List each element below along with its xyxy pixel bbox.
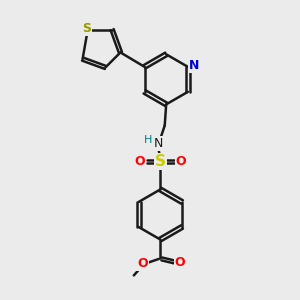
Text: S: S bbox=[155, 154, 166, 169]
Text: H: H bbox=[143, 135, 152, 145]
Text: N: N bbox=[153, 137, 163, 150]
Text: O: O bbox=[176, 155, 186, 168]
Text: O: O bbox=[175, 256, 185, 269]
Text: S: S bbox=[82, 22, 91, 35]
Text: O: O bbox=[137, 256, 148, 270]
Text: N: N bbox=[189, 59, 200, 72]
Text: O: O bbox=[134, 155, 145, 168]
